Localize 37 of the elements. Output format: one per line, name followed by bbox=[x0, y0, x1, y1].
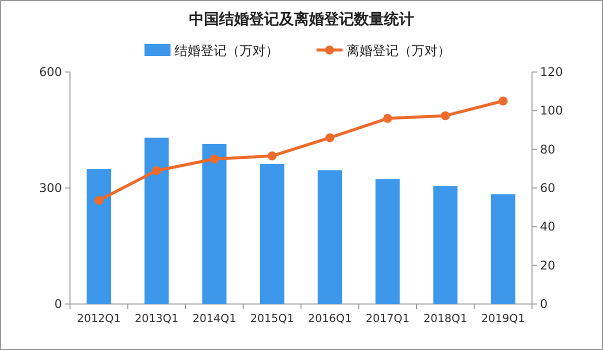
y2-tick-label: 20 bbox=[540, 258, 556, 272]
bar bbox=[433, 186, 458, 304]
y-tick-label: 300 bbox=[39, 181, 62, 195]
y2-tick-label: 0 bbox=[540, 297, 548, 311]
bar bbox=[260, 164, 284, 304]
x-tick-label: 2018Q1 bbox=[424, 312, 468, 325]
point bbox=[325, 133, 334, 142]
y2-tick-label: 40 bbox=[540, 220, 556, 234]
legend-label: 结婚登记（万对） bbox=[174, 44, 278, 59]
bar bbox=[202, 144, 226, 304]
x-tick-label: 2019Q1 bbox=[481, 312, 525, 325]
y-tick-label: 0 bbox=[54, 297, 62, 311]
point bbox=[94, 196, 104, 205]
x-tick-label: 2017Q1 bbox=[366, 312, 410, 325]
chart-title: 中国结婚登记及离婚登记数量统计 bbox=[189, 10, 414, 28]
point bbox=[210, 154, 219, 164]
y2-tick-label: 100 bbox=[540, 104, 563, 118]
point bbox=[268, 151, 277, 160]
x-tick-label: 2012Q1 bbox=[77, 312, 121, 325]
y2-tick-label: 80 bbox=[540, 142, 556, 156]
point bbox=[152, 166, 162, 176]
x-tick-label: 2016Q1 bbox=[308, 312, 352, 325]
point bbox=[383, 114, 392, 123]
point bbox=[440, 111, 450, 120]
legend-label: 离婚登记（万对） bbox=[346, 43, 450, 59]
y-tick-label: 600 bbox=[39, 65, 62, 79]
bar bbox=[375, 179, 400, 304]
y2-tick-label: 60 bbox=[540, 181, 556, 195]
point bbox=[498, 96, 508, 106]
bar bbox=[490, 194, 516, 304]
bar bbox=[318, 170, 342, 304]
x-tick-label: 2014Q1 bbox=[192, 312, 236, 325]
bar bbox=[144, 138, 169, 304]
y2-tick-label: 120 bbox=[540, 65, 563, 79]
x-tick-label: 2013Q1 bbox=[134, 312, 178, 325]
x-tick-label: 2015Q1 bbox=[250, 312, 294, 325]
bar bbox=[86, 169, 112, 304]
